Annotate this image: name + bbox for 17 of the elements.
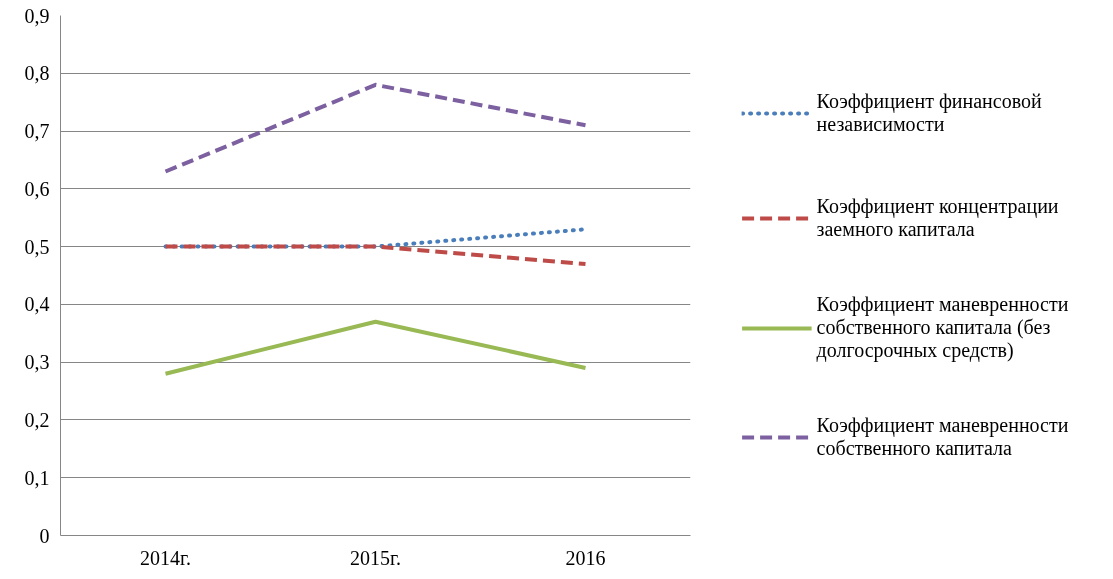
y-tick-label: 0,6 (24, 177, 50, 200)
legend-label: Коэффициент маневренности собственного капитала (без долгосрочных средств) (816, 293, 1069, 362)
legend-label: Коэффициент маневренности собственного капитала (816, 413, 1069, 461)
y-tick-label: 0,3 (24, 351, 50, 374)
y-tick-label: 0,5 (24, 235, 50, 258)
x-tick-label: 2014г. (140, 546, 191, 569)
x-tick-label: 2015г. (350, 546, 401, 569)
y-tick-label: 0,8 (24, 62, 50, 85)
legend-label: Коэффициент концентрации заемного капитала (816, 194, 1059, 242)
y-tick-label: 0,7 (24, 120, 50, 143)
y-tick-label: 0,2 (24, 408, 50, 431)
x-tick-label: 2016 (565, 546, 606, 569)
y-tick-label: 0 (39, 524, 50, 547)
y-tick-label: 0,9 (24, 4, 50, 27)
legend-label: Коэффициент финансовой независимости (816, 89, 1042, 137)
y-tick-label: 0,1 (24, 466, 50, 489)
y-tick-label: 0,4 (24, 293, 50, 316)
